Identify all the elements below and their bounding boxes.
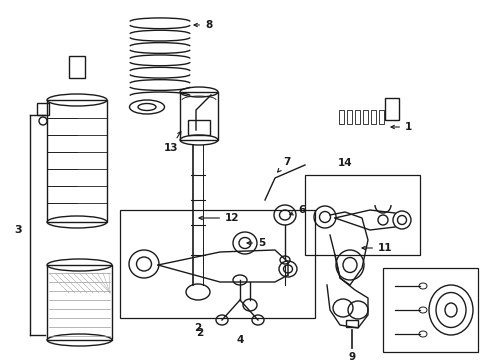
Text: 1: 1 <box>391 122 412 132</box>
Bar <box>371 110 376 124</box>
Bar <box>305 175 420 255</box>
Text: 2: 2 <box>196 328 204 338</box>
Bar <box>383 268 478 352</box>
Bar <box>355 110 360 124</box>
Text: 9: 9 <box>348 352 356 360</box>
Text: 2: 2 <box>195 323 201 333</box>
Bar <box>379 110 384 124</box>
Bar <box>346 320 358 327</box>
Bar <box>120 210 315 318</box>
Text: 3: 3 <box>14 225 22 235</box>
Bar <box>363 110 368 124</box>
Text: 12: 12 <box>199 213 240 223</box>
Text: 13: 13 <box>164 131 181 153</box>
Text: 11: 11 <box>362 243 392 253</box>
Text: 5: 5 <box>247 238 265 248</box>
Bar <box>37 103 49 115</box>
Text: 4: 4 <box>236 335 244 345</box>
Bar <box>69 56 85 78</box>
Bar <box>339 110 344 124</box>
Bar <box>385 98 399 120</box>
Bar <box>347 110 352 124</box>
Bar <box>188 120 210 135</box>
Text: 6: 6 <box>290 205 305 215</box>
Bar <box>180 92 218 140</box>
Bar <box>47 265 112 340</box>
Text: 14: 14 <box>338 158 352 168</box>
Text: 7: 7 <box>278 157 291 172</box>
Bar <box>47 100 107 222</box>
Text: 8: 8 <box>194 20 212 30</box>
